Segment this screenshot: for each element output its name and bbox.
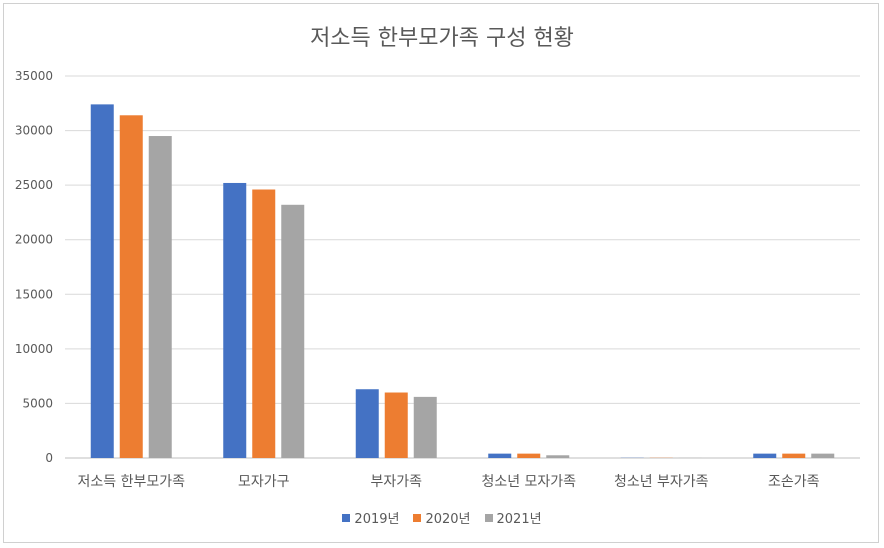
- y-tick-label: 20000: [15, 233, 53, 247]
- y-tick-label: 30000: [15, 124, 53, 138]
- bar: [546, 455, 570, 458]
- x-tick-label: 저소득 한부모가족: [78, 474, 186, 490]
- x-tick-label: 부자가족: [370, 474, 422, 490]
- y-tick-label: 0: [45, 451, 53, 465]
- bar: [384, 392, 408, 458]
- bar: [223, 182, 247, 458]
- bar: [119, 115, 143, 458]
- y-tick-label: 35000: [15, 69, 53, 83]
- chart-legend: 2019년 2020년 2021년: [0, 508, 884, 527]
- bars: [90, 104, 835, 459]
- x-tick-label: 청소년 모자가족: [481, 474, 576, 490]
- bar: [252, 189, 276, 458]
- legend-label: 2020년: [425, 512, 471, 527]
- legend-swatch: [484, 513, 493, 522]
- x-tick-label: 모자가구: [238, 474, 290, 490]
- bar: [517, 453, 541, 458]
- legend-item: 2021년: [484, 508, 542, 527]
- bar: [355, 389, 379, 458]
- bar: [782, 453, 806, 458]
- y-axis-ticks: 0 5000 10000 15000 20000 25000 30000 35000: [15, 69, 53, 465]
- legend-item: 2020년: [413, 508, 471, 527]
- y-tick-label: 10000: [15, 342, 53, 356]
- legend-label: 2019년: [354, 512, 400, 527]
- x-tick-label: 조손가족: [768, 474, 820, 490]
- legend-swatch: [342, 513, 351, 522]
- chart-title: 저소득 한부모가족 구성 현황: [310, 26, 574, 51]
- x-tick-label: 청소년 부자가족: [614, 474, 709, 490]
- y-tick-label: 25000: [15, 178, 53, 192]
- bar: [811, 453, 835, 458]
- x-axis-ticks: 저소득 한부모가족 모자가구 부자가족 청소년 모자가족 청소년 부자가족 조손가족: [78, 474, 820, 490]
- bar: [753, 453, 777, 458]
- bar: [488, 453, 512, 458]
- y-tick-label: 15000: [15, 287, 53, 301]
- bar: [413, 396, 437, 458]
- legend-item: 2019년: [342, 508, 399, 527]
- bar: [90, 104, 114, 459]
- gridlines: [65, 75, 860, 459]
- legend-swatch: [413, 513, 422, 522]
- legend-label: 2021년: [496, 512, 542, 527]
- bar: [281, 204, 305, 458]
- bar: [148, 136, 172, 458]
- y-tick-label: 5000: [22, 396, 53, 410]
